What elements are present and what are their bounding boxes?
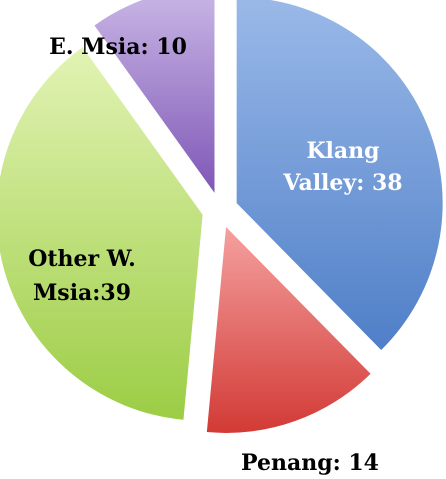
pie-slice-other-w-msia [0,47,203,420]
slices-layer [0,0,443,433]
slice-label-line: Klang [306,138,379,164]
slice-label-line: Penang: 14 [241,450,379,476]
slice-label-other-w-msia: Other W. Msia:39 [28,246,136,306]
slice-label-line: Msia:39 [33,280,131,306]
slice-label-line: Other W. [28,246,136,272]
slice-label-e-msia: E. Msia: 10 [49,34,187,60]
pie-slice-klang-valley [236,0,443,350]
labels-layer: Klang Valley: 38 Penang: 14 Other W. Msia:39… [28,34,402,476]
slice-label-line: Valley: 38 [282,170,402,196]
slice-label-klang-valley: Klang Valley: 38 [282,138,402,196]
pie-slice-e-msia [94,0,215,193]
slice-label-line: E. Msia: 10 [49,34,187,60]
slice-label-penang: Penang: 14 [241,450,379,476]
pie-slice-penang [206,226,371,433]
